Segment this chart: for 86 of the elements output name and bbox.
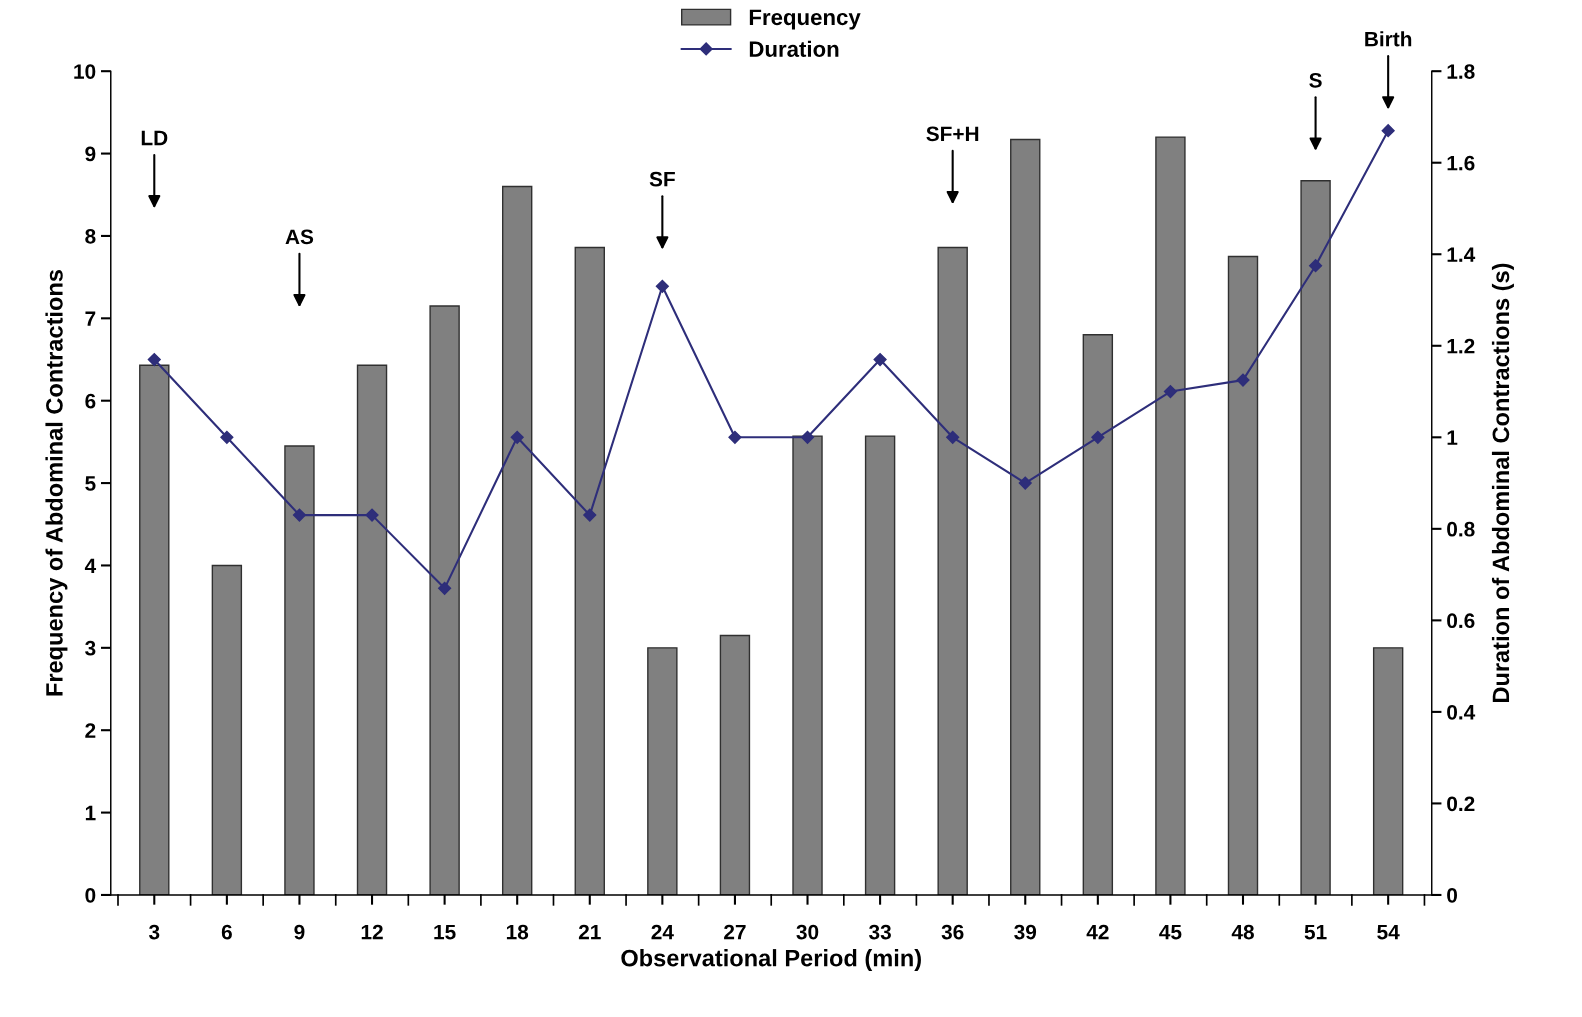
bar xyxy=(1372,647,1404,895)
y2-tick-label: 0.4 xyxy=(1447,704,1476,720)
y-tick-label: 6 xyxy=(85,393,96,409)
x-tick-label: 36 xyxy=(941,924,964,940)
x-tick-label: 48 xyxy=(1231,924,1254,940)
y2-axis-title: Duration of Abdominal Contractions (s) xyxy=(1491,263,1514,703)
bar xyxy=(719,634,751,895)
x-tick-label: 3 xyxy=(148,924,160,940)
y-tick-label: 7 xyxy=(85,311,96,326)
y-tick-label: 8 xyxy=(85,228,96,244)
y-tick-label: 3 xyxy=(85,640,96,656)
y-tick-label: 10 xyxy=(74,64,96,79)
point xyxy=(583,508,597,522)
bar xyxy=(574,246,605,895)
point xyxy=(655,279,669,293)
point xyxy=(1091,430,1105,444)
y-tick-label: 4 xyxy=(84,558,97,573)
point xyxy=(1018,476,1032,490)
point xyxy=(1163,384,1178,399)
point xyxy=(147,352,161,367)
x-tick-label: 12 xyxy=(361,924,383,940)
y-tick-label: 5 xyxy=(85,476,96,491)
bar xyxy=(1010,138,1041,895)
bar xyxy=(429,305,460,895)
annotation: SF xyxy=(649,171,675,187)
x-tick-label: 39 xyxy=(1014,924,1037,940)
point xyxy=(438,581,452,595)
annotation: AS xyxy=(285,229,314,245)
x-tick-label: 45 xyxy=(1159,924,1182,940)
annotation: LD xyxy=(141,130,168,146)
bar xyxy=(1227,255,1259,895)
y2-tick-label: 1.4 xyxy=(1447,247,1476,262)
bar xyxy=(356,364,388,895)
x-tick-label: 27 xyxy=(724,924,746,940)
point xyxy=(873,352,887,367)
bar xyxy=(647,647,678,895)
x-tick-label: 15 xyxy=(434,924,456,940)
x-tick-label: 51 xyxy=(1304,924,1327,940)
y2-tick-label: 0.8 xyxy=(1447,521,1475,537)
point xyxy=(365,508,379,522)
y-axis-title: Frequency of Abdominal Contractions xyxy=(45,269,68,696)
annotation: SF+H xyxy=(926,126,979,142)
bar xyxy=(139,364,170,895)
point xyxy=(1308,259,1323,273)
x-tick-label: 18 xyxy=(506,924,529,940)
bar xyxy=(501,185,533,895)
bar xyxy=(211,564,243,895)
y-tick-label: 9 xyxy=(85,146,96,162)
x-tick-label: 54 xyxy=(1377,924,1400,940)
x-tick-label: 42 xyxy=(1086,924,1109,940)
x-axis-title: Observational Period (min) xyxy=(621,949,921,972)
bar xyxy=(792,435,823,895)
bar xyxy=(1300,180,1331,895)
x-tick-label: 30 xyxy=(796,924,819,940)
x-tick-label: 21 xyxy=(578,924,601,940)
x-tick-label: 6 xyxy=(221,924,232,940)
y2-tick-label: 0 xyxy=(1447,887,1458,903)
point xyxy=(800,430,815,444)
x-tick-label: 9 xyxy=(294,924,305,940)
bar xyxy=(864,435,896,895)
y2-tick-label: 1.8 xyxy=(1447,64,1475,79)
legend-label: Duration xyxy=(749,40,839,57)
y2-tick-label: 0.6 xyxy=(1447,613,1475,629)
point xyxy=(292,508,307,522)
y2-tick-label: 0.2 xyxy=(1447,796,1475,812)
legend-label: Frequency xyxy=(749,9,861,30)
point xyxy=(220,430,234,444)
y2-tick-label: 1.2 xyxy=(1447,338,1475,354)
x-tick-label: 24 xyxy=(651,924,674,940)
y2-tick-label: 1 xyxy=(1447,430,1458,445)
point xyxy=(946,430,960,444)
y-tick-label: 0 xyxy=(85,887,96,903)
y-tick-label: 1 xyxy=(85,805,96,821)
bar xyxy=(1155,136,1186,895)
bar xyxy=(284,445,315,895)
text: Birth xyxy=(1365,31,1412,47)
annotation: S xyxy=(1309,72,1322,88)
y2-tick-label: 1.6 xyxy=(1447,155,1475,171)
point xyxy=(1236,373,1250,387)
x-tick-label: 33 xyxy=(868,924,891,940)
point xyxy=(1381,124,1395,138)
bar xyxy=(937,246,968,895)
point xyxy=(510,430,524,444)
point xyxy=(728,430,742,444)
y-tick-label: 2 xyxy=(85,723,96,738)
bar xyxy=(1082,334,1114,895)
